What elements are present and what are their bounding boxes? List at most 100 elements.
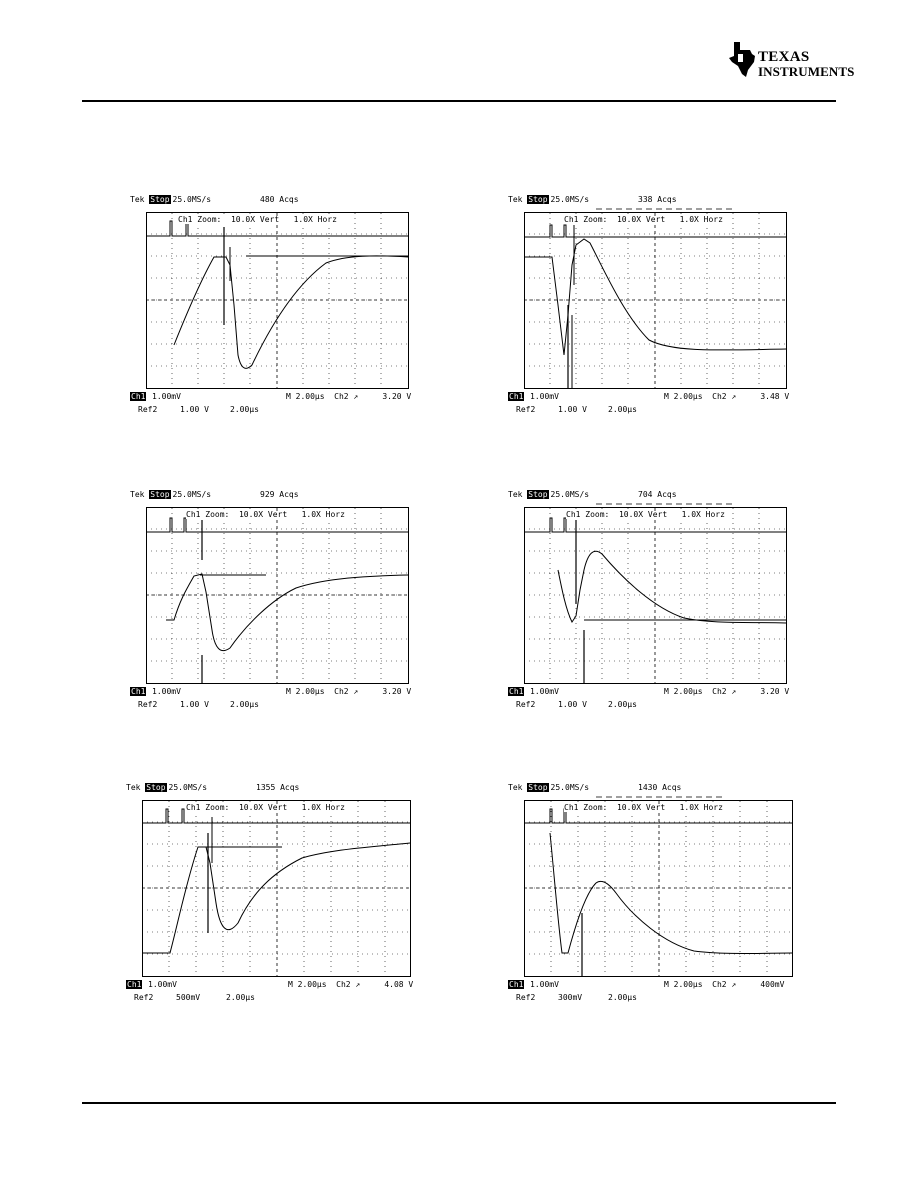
sample-rate: 25.0MS/s bbox=[550, 490, 590, 499]
ch1-scale: 1.00mV bbox=[148, 980, 177, 989]
ref-time: 2.00µs bbox=[230, 405, 259, 414]
zoom-readout: Ch1 Zoom: 10.0X Vert 1.0X Horz bbox=[186, 803, 345, 812]
sample-rate: 25.0MS/s bbox=[168, 783, 208, 792]
ref-time: 2.00µs bbox=[230, 700, 259, 709]
sample-rate: 25.0MS/s bbox=[172, 195, 212, 204]
scope-ref-line: Ref2 1.00 V 2.00µs bbox=[516, 405, 637, 414]
scope-capture-5: Tek Stop 25.0MS/s 1355 Acqs Ch1 Zoom: 10.0… bbox=[126, 781, 416, 1011]
ref-label: Ref2 bbox=[516, 993, 536, 1002]
scope-header: Tek Stop 25.0MS/s 338 Acqs bbox=[508, 195, 677, 204]
scope-screen bbox=[524, 503, 787, 684]
tek-label: Tek bbox=[508, 490, 523, 499]
header-rule bbox=[82, 100, 836, 102]
ch1-scale: 1.00mV bbox=[152, 687, 181, 696]
scope-ref-line: Ref2 1.00 V 2.00µs bbox=[138, 405, 259, 414]
scope-header: Tek Stop 25.0MS/s 929 Acqs bbox=[130, 490, 299, 499]
scope-capture-2: Tek Stop 25.0MS/s 338 Acqs Ch1 Zoom: 10.0X… bbox=[508, 193, 798, 423]
scope-screen bbox=[146, 507, 409, 684]
scope-footer: Ch1 1.00mV M 2.00µs Ch2 ↗ 3.20 V bbox=[508, 687, 798, 696]
scope-screen bbox=[524, 796, 793, 977]
ref-label: Ref2 bbox=[516, 405, 536, 414]
scope-footer: Ch1 1.00mV M 2.00µs Ch2 ↗ 3.20 V bbox=[130, 687, 420, 696]
ch1-scale: 1.00mV bbox=[530, 980, 559, 989]
scope-header: Tek Stop 25.0MS/s 1430 Acqs bbox=[508, 783, 681, 792]
scope-footer: Ch1 1.00mV M 2.00µs Ch2 ↗ 4.08 V bbox=[126, 980, 416, 989]
scope-ref-line: Ref2 500mV 2.00µs bbox=[134, 993, 255, 1002]
ref-time: 2.00µs bbox=[608, 700, 637, 709]
scope-header: Tek Stop 25.0MS/s 1355 Acqs bbox=[126, 783, 299, 792]
stop-badge: Stop bbox=[149, 195, 171, 204]
zoom-readout: Ch1 Zoom: 10.0X Vert 1.0X Horz bbox=[186, 510, 345, 519]
footer-rule bbox=[82, 1102, 836, 1104]
ch1-badge: Ch1 bbox=[130, 687, 147, 696]
scope-capture-4: Tek Stop 25.0MS/s 704 Acqs Ch1 Zoom: 10.0X… bbox=[508, 488, 798, 718]
sample-rate: 25.0MS/s bbox=[172, 490, 212, 499]
stop-badge: Stop bbox=[527, 195, 549, 204]
zoom-readout: Ch1 Zoom: 10.0X Vert 1.0X Horz bbox=[564, 215, 723, 224]
acquisitions: 929 Acqs bbox=[260, 490, 299, 499]
time-trigger: M 2.00µs Ch2 ↗ 3.20 V bbox=[664, 687, 790, 696]
ch1-scale: 1.00mV bbox=[152, 392, 181, 401]
ch1-scale: 1.00mV bbox=[530, 687, 559, 696]
scope-capture-1: Tek Stop 25.0MS/s 480 Acqs Ch1 Zoom: 10.0X… bbox=[130, 193, 420, 423]
time-trigger: M 2.00µs Ch2 ↗ 3.48 V bbox=[664, 392, 790, 401]
scope-capture-3: Tek Stop 25.0MS/s 929 Acqs Ch1 Zoom: 10.0X… bbox=[130, 488, 420, 718]
stop-badge: Stop bbox=[527, 490, 549, 499]
scope-ref-line: Ref2 1.00 V 2.00µs bbox=[516, 700, 637, 709]
zoom-readout: Ch1 Zoom: 10.0X Vert 1.0X Horz bbox=[178, 215, 337, 224]
ref-label: Ref2 bbox=[138, 405, 158, 414]
scope-header: Tek Stop 25.0MS/s 480 Acqs bbox=[130, 195, 299, 204]
acquisitions: 480 Acqs bbox=[260, 195, 299, 204]
ch1-scale: 1.00mV bbox=[530, 392, 559, 401]
ref-time: 2.00µs bbox=[608, 993, 637, 1002]
ref-volts: 1.00 V bbox=[558, 405, 587, 414]
scope-footer: Ch1 1.00mV M 2.00µs Ch2 ↗ 3.20 V bbox=[130, 392, 420, 401]
texas-state-icon bbox=[729, 42, 755, 77]
scope-screen bbox=[142, 800, 411, 977]
ref-volts: 500mV bbox=[176, 993, 201, 1002]
zoom-readout: Ch1 Zoom: 10.0X Vert 1.0X Horz bbox=[566, 510, 725, 519]
ch1-badge: Ch1 bbox=[508, 392, 525, 401]
acquisitions: 704 Acqs bbox=[638, 490, 677, 499]
ref-label: Ref2 bbox=[134, 993, 154, 1002]
stop-badge: Stop bbox=[527, 783, 549, 792]
ch1-badge: Ch1 bbox=[130, 392, 147, 401]
ch1-badge: Ch1 bbox=[508, 980, 525, 989]
ref-label: Ref2 bbox=[138, 700, 158, 709]
ch1-badge: Ch1 bbox=[508, 687, 525, 696]
ref-volts: 1.00 V bbox=[180, 405, 209, 414]
tek-label: Tek bbox=[508, 195, 523, 204]
ref-volts: 1.00 V bbox=[558, 700, 587, 709]
ref-volts: 1.00 V bbox=[180, 700, 209, 709]
scope-capture-6: Tek Stop 25.0MS/s 1430 Acqs Ch1 Zoom: 10.0… bbox=[508, 781, 798, 1011]
tek-label: Tek bbox=[126, 783, 141, 792]
zoom-readout: Ch1 Zoom: 10.0X Vert 1.0X Horz bbox=[564, 803, 723, 812]
stop-badge: Stop bbox=[145, 783, 167, 792]
ref-time: 2.00µs bbox=[226, 993, 255, 1002]
ref-label: Ref2 bbox=[516, 700, 536, 709]
stop-badge: Stop bbox=[149, 490, 171, 499]
logo-line2: INSTRUMENTS bbox=[758, 64, 855, 79]
scope-footer: Ch1 1.00mV M 2.00µs Ch2 ↗ 400mV bbox=[508, 980, 798, 989]
time-trigger: M 2.00µs Ch2 ↗ 4.08 V bbox=[288, 980, 414, 989]
scope-ref-line: Ref2 1.00 V 2.00µs bbox=[138, 700, 259, 709]
tek-label: Tek bbox=[130, 490, 145, 499]
time-trigger: M 2.00µs Ch2 ↗ 400mV bbox=[664, 980, 785, 989]
acquisitions: 1355 Acqs bbox=[256, 783, 300, 792]
logo-line1: TEXAS bbox=[758, 49, 810, 65]
ref-time: 2.00µs bbox=[608, 405, 637, 414]
scope-ref-line: Ref2 300mV 2.00µs bbox=[516, 993, 637, 1002]
time-trigger: M 2.00µs Ch2 ↗ 3.20 V bbox=[286, 687, 412, 696]
ti-logo: TEXAS INSTRUMENTS bbox=[724, 38, 854, 82]
acquisitions: 1430 Acqs bbox=[638, 783, 682, 792]
time-trigger: M 2.00µs Ch2 ↗ 3.20 V bbox=[286, 392, 412, 401]
scope-screen bbox=[524, 208, 787, 389]
acquisitions: 338 Acqs bbox=[638, 195, 677, 204]
scope-screen bbox=[146, 212, 409, 389]
sample-rate: 25.0MS/s bbox=[550, 195, 590, 204]
scope-footer: Ch1 1.00mV M 2.00µs Ch2 ↗ 3.48 V bbox=[508, 392, 798, 401]
ref-volts: 300mV bbox=[558, 993, 583, 1002]
tek-label: Tek bbox=[508, 783, 523, 792]
scope-header: Tek Stop 25.0MS/s 704 Acqs bbox=[508, 490, 677, 499]
ch1-badge: Ch1 bbox=[126, 980, 143, 989]
